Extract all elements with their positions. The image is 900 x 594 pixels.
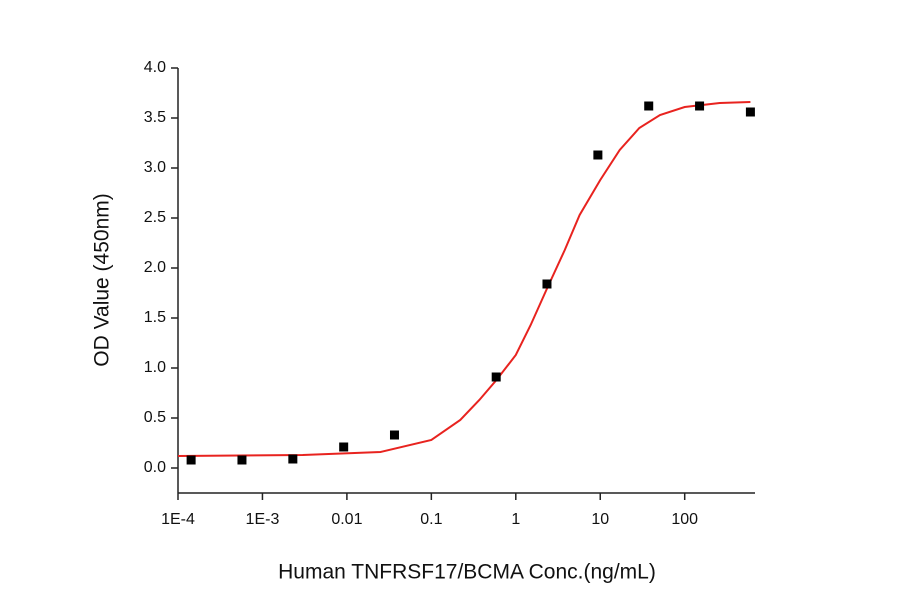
data-point: [542, 279, 552, 289]
x-axis-title: Human TNFRSF17/BCMA Conc.(ng/mL): [278, 561, 656, 584]
y-tick-label: 2.5: [144, 209, 166, 226]
data-point: [695, 101, 705, 111]
data-point: [237, 455, 247, 465]
y-tick-label: 1.5: [144, 309, 166, 326]
fit-curve: [177, 101, 751, 457]
x-tick-label: 1E-3: [246, 511, 280, 528]
x-tick-label: 1: [511, 511, 520, 528]
x-tick-label: 0.1: [420, 511, 442, 528]
data-point: [389, 430, 399, 440]
y-tick-label: 3.5: [144, 109, 166, 126]
y-tick-label: 2.0: [144, 259, 166, 276]
data-point: [644, 101, 654, 111]
x-tick-label: 0.01: [331, 511, 362, 528]
data-point: [491, 372, 501, 382]
y-tick-label: 0.5: [144, 409, 166, 426]
data-point: [745, 107, 755, 117]
y-tick-label: 0.0: [144, 459, 166, 476]
y-tick-label: 1.0: [144, 359, 166, 376]
y-tick-label: 4.0: [144, 59, 166, 76]
data-point: [339, 442, 349, 452]
data-point: [593, 150, 603, 160]
data-point: [186, 455, 196, 465]
y-axis-title: OD Value (450nm): [91, 193, 114, 367]
x-tick-label: 100: [671, 511, 698, 528]
y-tick-label: 3.0: [144, 159, 166, 176]
x-tick-label: 10: [591, 511, 609, 528]
data-point: [288, 454, 298, 464]
x-tick-label: 1E-4: [161, 511, 195, 528]
